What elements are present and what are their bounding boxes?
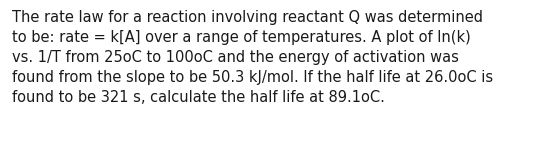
Text: The rate law for a reaction involving reactant Q was determined
to be: rate = k[: The rate law for a reaction involving re… (12, 10, 493, 105)
